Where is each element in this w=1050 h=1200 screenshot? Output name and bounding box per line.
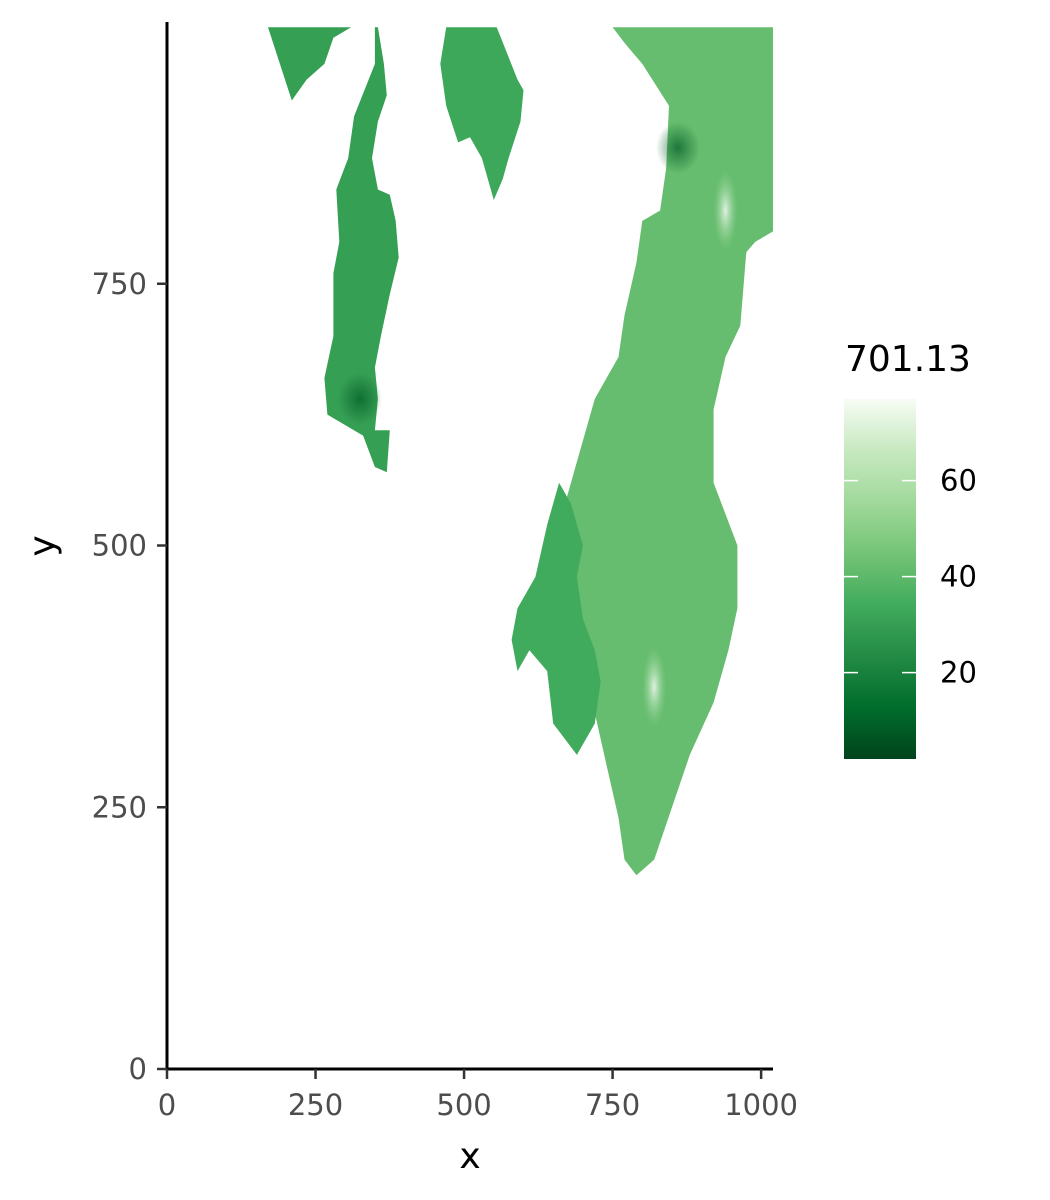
raster-region-lower-left-arm	[511, 482, 601, 755]
legend-tick-label: 20	[940, 656, 977, 690]
legend-tick-label: 60	[940, 464, 977, 498]
raster-dark-patch-right	[655, 121, 700, 174]
legend-tick-label: 40	[940, 560, 977, 594]
raster-bright-streak-upper	[713, 170, 738, 251]
highlight-layer	[338, 121, 738, 727]
x-axis-ticks: 0 250 500 750 1000	[158, 1069, 798, 1122]
x-tick-label: 500	[436, 1088, 491, 1122]
x-tick-label: 0	[158, 1088, 176, 1122]
x-tick-label: 250	[288, 1088, 343, 1122]
legend-ticks: 20 40 60	[844, 464, 977, 690]
raster-region-left-strip	[268, 27, 399, 473]
raster-bright-streak-lower	[642, 646, 667, 727]
y-tick-label: 0	[129, 1052, 147, 1086]
y-tick-label: 750	[92, 267, 147, 301]
raster-dark-patch-left	[338, 372, 383, 425]
y-tick-label: 250	[92, 790, 147, 824]
legend-color-bar	[844, 399, 916, 759]
x-tick-label: 750	[585, 1088, 640, 1122]
y-axis-ticks: 0 250 500 750	[92, 267, 167, 1086]
y-tick-label: 500	[92, 529, 147, 563]
y-axis-title: y	[22, 535, 63, 556]
raster-region-top-middle-blob	[440, 27, 524, 201]
legend-title: 701.13	[845, 339, 971, 380]
x-axis-title: x	[459, 1136, 480, 1177]
x-tick-label: 1000	[724, 1088, 798, 1122]
legend: 701.13 20 40 60	[844, 339, 977, 759]
